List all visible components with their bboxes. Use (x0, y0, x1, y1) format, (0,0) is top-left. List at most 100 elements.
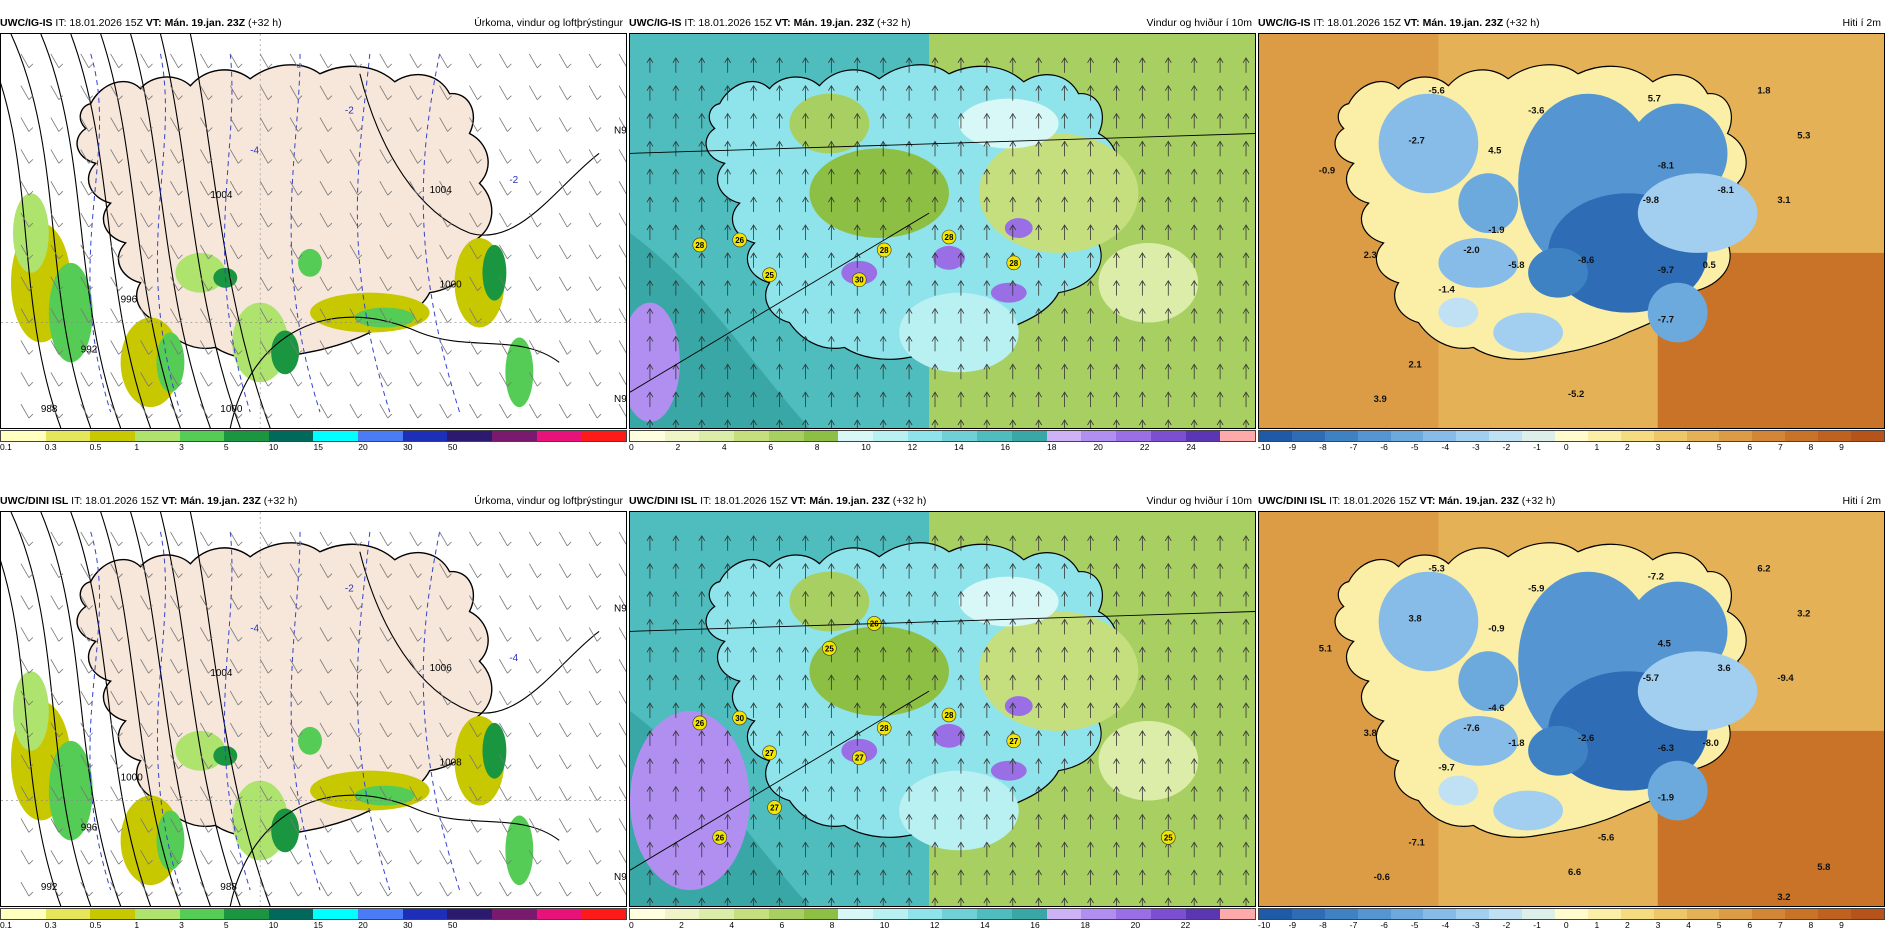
wind-barb (558, 149, 572, 164)
wind-barb (499, 117, 512, 132)
wind-arrow (802, 562, 809, 579)
wind-barb (110, 181, 123, 196)
wind-arrow (983, 757, 991, 774)
wind-arrow (828, 84, 835, 101)
wind-arrow (905, 57, 913, 73)
wind-arrow (1035, 335, 1043, 352)
wind-arrow (957, 112, 965, 129)
wind-barb (409, 340, 422, 355)
wind-arrow (1061, 841, 1068, 858)
wind-barb (170, 722, 183, 738)
wind-barb (499, 276, 512, 291)
wind-arrow (931, 841, 939, 858)
wind-arrow (646, 730, 654, 746)
wind-arrow (983, 196, 991, 213)
scale-tick-label: 0.1 (0, 920, 12, 930)
wind-barb (259, 181, 273, 196)
wind-arrow (1164, 252, 1172, 268)
wind-barb (50, 276, 64, 291)
wind-arrow (828, 702, 835, 718)
wind-barb (80, 85, 93, 100)
wind-arrow (698, 730, 706, 746)
wind-arrow (1164, 140, 1172, 157)
wind-arrow (646, 813, 654, 830)
wind-arrow (905, 335, 913, 352)
wind-barb (499, 53, 512, 69)
wind-arrow (750, 674, 757, 691)
wind-arrow (905, 897, 913, 906)
wind-barb (379, 722, 393, 738)
wind-arrow (672, 84, 680, 101)
wind-arrow (1035, 57, 1043, 73)
wind-arrow (1164, 535, 1172, 551)
wind-arrow (802, 757, 809, 774)
wind-arrow (698, 674, 706, 691)
wind-barb (140, 850, 153, 865)
wind-arrow (1009, 391, 1017, 408)
wind-arrow (1009, 813, 1017, 830)
wind-barb (409, 181, 422, 196)
wind-barb (289, 881, 303, 897)
wind-arrow (1087, 279, 1094, 296)
init-time: IT: 18.01.2026 15Z (700, 495, 788, 507)
wind-barb (319, 212, 333, 228)
wind-field (789, 571, 870, 632)
wind-field (899, 292, 1019, 373)
scale-tick-label: 16 (1030, 920, 1040, 930)
wind-arrow (828, 196, 835, 213)
init-time: IT: 18.01.2026 15Z (684, 17, 772, 29)
wind-arrow (1216, 391, 1224, 408)
wind-arrow (853, 674, 861, 691)
color-bin (1620, 431, 1654, 441)
wind-arrow (957, 674, 965, 691)
wind-arrow (802, 841, 809, 858)
wind-barb (319, 690, 333, 706)
wind-barb (170, 563, 183, 578)
color-bar (0, 430, 627, 442)
wind-barb (499, 786, 512, 801)
wind-barb (20, 786, 34, 801)
isobar (100, 512, 181, 906)
wind-arrow (1113, 869, 1120, 886)
scale-tick-label: 1 (1594, 442, 1600, 452)
wind-arrow (931, 562, 939, 579)
wind-barb (319, 881, 333, 897)
wind-barb (50, 690, 64, 706)
wind-barb (200, 881, 213, 897)
wind-barb (20, 85, 34, 100)
wind-arrow (931, 757, 939, 774)
wind-arrow (905, 307, 913, 324)
wind-barb (140, 85, 153, 100)
svg-text:25: 25 (1164, 833, 1173, 842)
wind-barb (499, 308, 512, 323)
wind-arrow (1216, 279, 1224, 296)
wind-arrow (931, 279, 939, 296)
wind-arrow (879, 674, 887, 691)
wind-arrow (853, 196, 861, 213)
wind-arrow (1061, 112, 1068, 129)
color-bin (402, 431, 448, 441)
wind-barb (379, 690, 393, 706)
wind-arrow (776, 535, 783, 551)
wind-arrow (724, 391, 732, 408)
wind-barb (409, 786, 422, 801)
temperature-label: -7.1 (1409, 837, 1425, 848)
scale-tick-label: -9 (1288, 442, 1297, 452)
wind-arrow (1242, 391, 1250, 408)
wind-arrow (1190, 335, 1198, 352)
wind-arrow (1009, 535, 1017, 551)
gust-label: 30 (732, 710, 747, 726)
wind-barb (349, 276, 363, 291)
wind-arrow (853, 535, 861, 551)
wind-arrow (905, 674, 913, 691)
wind-arrow (828, 391, 835, 408)
wind-arrow (1035, 813, 1043, 830)
wind-arrow (957, 535, 965, 551)
scale-tick-label: 2 (1625, 442, 1630, 452)
wind-arrow (1087, 590, 1094, 607)
temperature-field (1378, 93, 1479, 194)
wind-barb (349, 53, 363, 69)
scale-tick-label: 4 (1686, 920, 1691, 930)
wind-barb (20, 881, 34, 897)
wind-barb (259, 372, 273, 387)
